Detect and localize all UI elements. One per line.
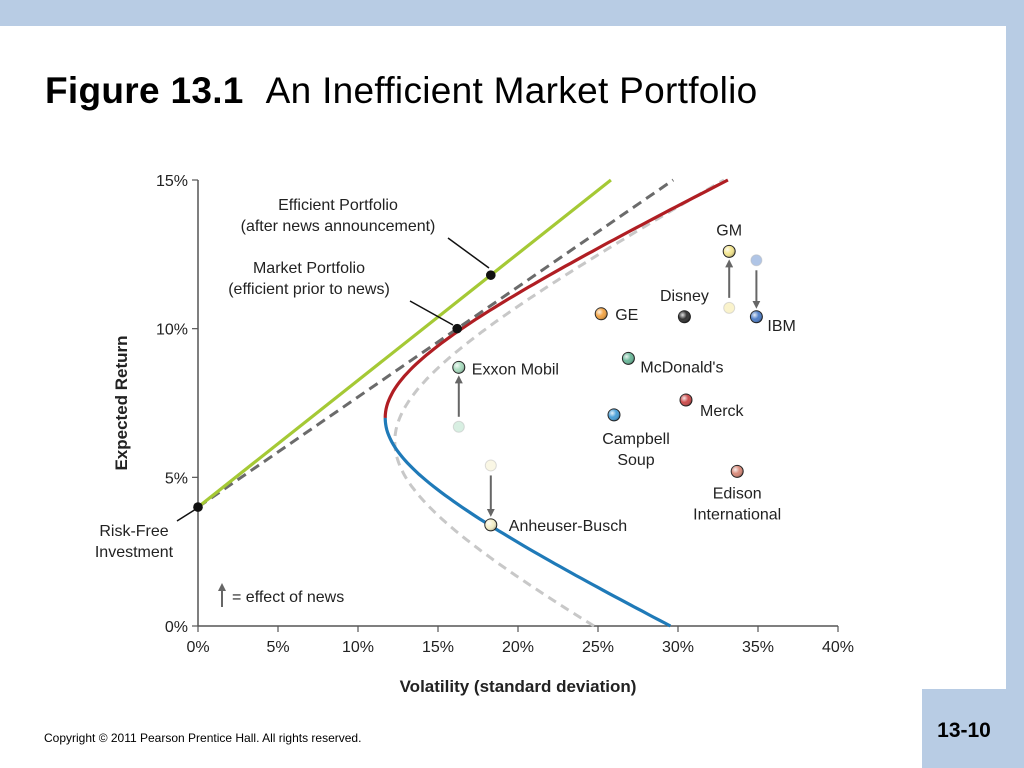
slide-number: 13-10	[937, 719, 991, 742]
stock-marker-shine	[484, 518, 497, 531]
y-axis-ticks: 0% 5% 10% 15%	[156, 173, 198, 636]
prior-position-marker	[750, 254, 763, 267]
stock-label: Exxon Mobil	[472, 361, 559, 378]
stock-marker-shine	[750, 310, 763, 323]
slide-title: Figure 13.1 An Inefficient Market Portfol…	[45, 70, 758, 112]
news-legend-label: = effect of news	[232, 589, 344, 606]
stock-label: IBM	[767, 318, 795, 335]
stock-marker-shine	[723, 245, 736, 258]
x-tick-label: 15%	[422, 639, 454, 656]
y-tick-label: 0%	[165, 619, 188, 636]
news-effect-arrows	[452, 254, 763, 517]
x-tick-label: 20%	[502, 639, 534, 656]
x-tick-label: 30%	[662, 639, 694, 656]
y-tick-label: 15%	[156, 173, 188, 190]
stock-label: International	[693, 506, 781, 523]
x-tick-label: 25%	[582, 639, 614, 656]
y-axis-label: Expected Return	[112, 335, 131, 470]
x-tick-label: 35%	[742, 639, 774, 656]
x-tick-label: 40%	[822, 639, 854, 656]
frontier-curves	[197, 178, 729, 628]
x-tick-label: 5%	[266, 639, 289, 656]
stock-marker-shine	[608, 408, 620, 421]
risk-free-label: Risk-Free	[99, 523, 168, 540]
y-tick-label: 10%	[156, 322, 188, 339]
risk-free-leader	[176, 508, 197, 522]
prior-efficient-frontier	[393, 178, 725, 628]
efficient-portfolio-point	[486, 270, 496, 280]
market-portfolio-sublabel: (efficient prior to news)	[228, 281, 390, 298]
x-axis-label: Volatility (standard deviation)	[400, 677, 637, 696]
stock-marker-shine	[452, 361, 465, 374]
efficient-portfolio-sublabel: (after news announcement)	[241, 218, 436, 235]
market-portfolio-label: Market Portfolio	[253, 260, 365, 277]
efficient-frontier-upper	[383, 178, 729, 418]
stock-label: Anheuser-Busch	[509, 518, 627, 535]
stock-label: GM	[716, 222, 742, 239]
prior-position-marker	[484, 459, 497, 472]
copyright-notice: Copyright © 2011 Pearson Prentice Hall. …	[44, 731, 362, 745]
x-tick-label: 0%	[186, 639, 209, 656]
figure-title: An Inefficient Market Portfolio	[265, 70, 758, 111]
prior-position-marker	[723, 301, 736, 314]
right-banner	[1006, 0, 1024, 768]
efficient-portfolio-label: Efficient Portfolio	[278, 197, 398, 214]
figure-number: Figure 13.1	[45, 70, 244, 111]
stock-label: GE	[615, 307, 638, 324]
stock-marker-shine	[731, 465, 744, 478]
risk-free-sublabel: Investment	[95, 544, 174, 561]
market-portfolio-point	[452, 323, 463, 334]
stock-label: Soup	[617, 452, 654, 469]
x-axis-ticks: 0% 5% 10% 15% 20% 25% 30% 35% 40%	[186, 626, 854, 656]
stock-marker-shine	[595, 307, 608, 320]
efficient-portfolio-leader	[447, 237, 490, 269]
prior-position-marker	[452, 420, 465, 433]
slide-number-box: 13-10	[922, 689, 1006, 768]
stock-marker-shine	[622, 352, 635, 365]
capital-market-line-prior	[197, 178, 675, 509]
stock-label: Merck	[700, 403, 745, 420]
stock-marker-shine	[678, 310, 691, 323]
y-tick-label: 5%	[165, 470, 188, 487]
stock-points: GM IBM GE Disney McDonald's Exxon Mobil Merck C…	[452, 222, 796, 535]
market-portfolio-leader	[409, 300, 454, 326]
stock-label: Disney	[660, 288, 709, 305]
stock-label: Edison	[713, 485, 762, 502]
stock-marker-shine	[680, 394, 692, 407]
top-banner	[0, 0, 1024, 26]
x-tick-label: 10%	[342, 639, 374, 656]
capital-market-line-after	[197, 178, 612, 509]
stock-label: Campbell	[602, 431, 670, 448]
stock-label: McDonald's	[640, 359, 723, 376]
efficient-frontier-lower	[383, 417, 672, 628]
